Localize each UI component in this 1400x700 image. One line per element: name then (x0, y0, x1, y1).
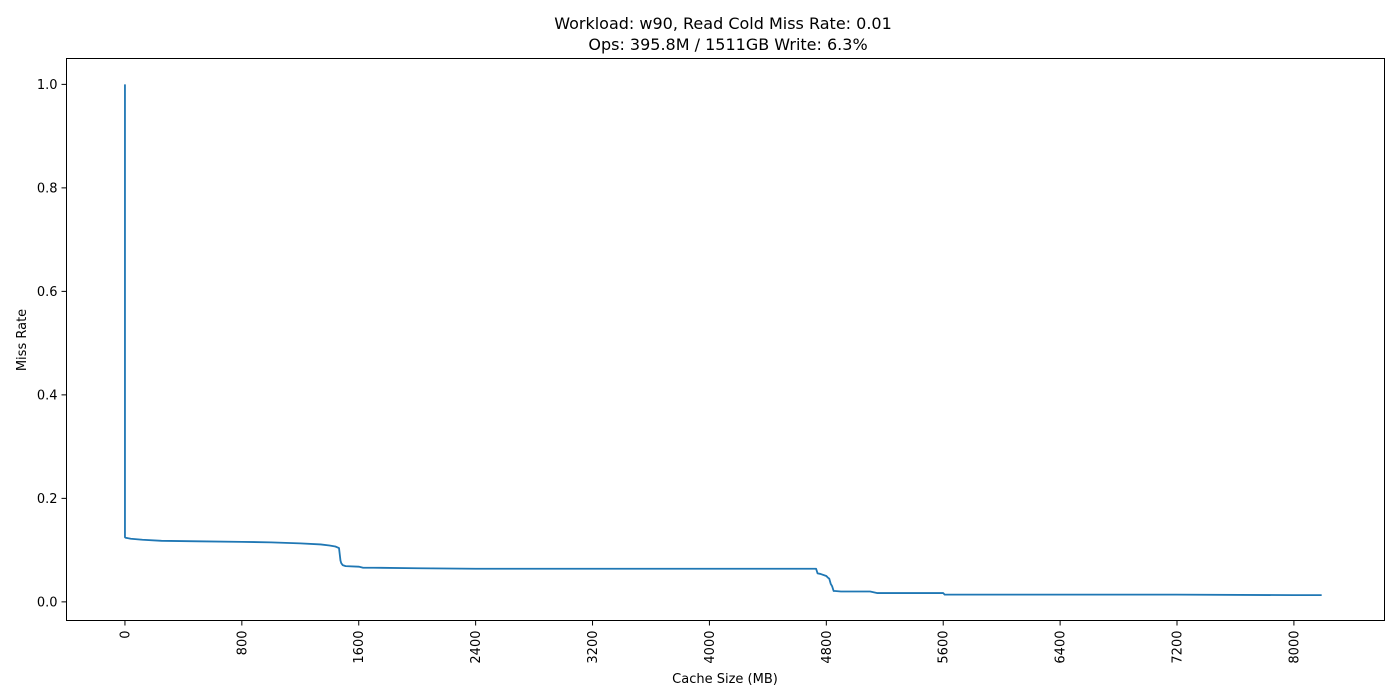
x-tick-label: 8000 (1287, 631, 1302, 664)
x-tick-label: 3200 (586, 631, 601, 664)
y-tick-label: 1.0 (37, 78, 58, 93)
y-tick-label: 0.4 (37, 388, 58, 403)
x-tick-label: 1600 (352, 631, 367, 664)
chart-title-line-2: Ops: 395.8M / 1511GB Write: 6.3% (588, 35, 867, 54)
x-tick-label: 4800 (820, 631, 835, 664)
y-axis-label: Miss Rate (15, 309, 30, 371)
plot-area (124, 84, 1322, 597)
plot-frame (66, 58, 1385, 621)
x-tick-label: 2400 (469, 631, 484, 664)
x-tick-label: 5600 (937, 631, 952, 664)
x-axis-label: Cache Size (MB) (672, 672, 778, 687)
chart-title-line-1: Workload: w90, Read Cold Miss Rate: 0.01 (554, 14, 892, 33)
x-tick-label: 6400 (1054, 631, 1069, 664)
x-tick-label: 800 (235, 631, 250, 656)
x-tick-label: 4000 (703, 631, 718, 664)
y-tick-label: 0.8 (37, 181, 58, 196)
y-tick-label: 0.2 (37, 492, 58, 507)
series-line (124, 84, 1322, 597)
x-tick-label: 0 (118, 631, 133, 639)
y-tick-label: 0.0 (37, 595, 58, 610)
x-tick-label: 7200 (1171, 631, 1186, 664)
y-tick-label: 0.6 (37, 285, 58, 300)
